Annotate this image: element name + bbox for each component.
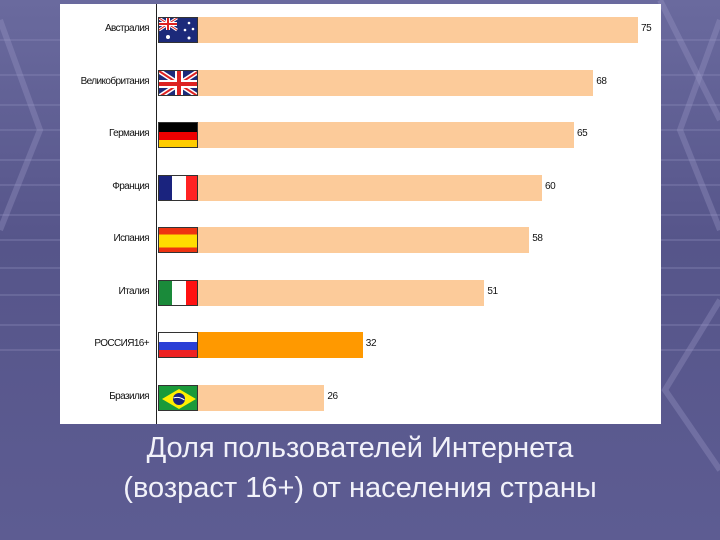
france-flag-icon [158, 174, 198, 201]
italy-flag-icon [158, 279, 198, 306]
value-label: 51 [487, 285, 498, 297]
value-label: 60 [545, 180, 556, 192]
russia-flag-icon [158, 332, 198, 358]
y-axis-line [156, 4, 157, 424]
bar [158, 279, 485, 306]
category-label: Великобритания [80, 75, 150, 87]
spain-flag-icon [158, 227, 198, 253]
value-label: 58 [532, 233, 543, 244]
bar-row: РОССИЯ16+ 32 [60, 332, 661, 358]
title-line-2: (возраст 16+) от населения страны [123, 472, 597, 504]
title-line-1: Доля пользователей Интернета [146, 432, 574, 464]
value-label: 68 [596, 75, 607, 87]
value-label: 65 [577, 128, 588, 139]
bar [158, 227, 530, 253]
chart-panel: Австралия 75 Великобритания 68 Германия 65 Фра… [60, 4, 661, 424]
category-label: Германия [108, 128, 150, 139]
value-label: 26 [327, 390, 338, 402]
bar-row: Испания 58 [60, 227, 661, 253]
bar [158, 174, 542, 201]
bar-row: Бразилия 26 [60, 384, 661, 411]
australia-flag-icon [158, 17, 198, 43]
bar-row: Австралия 75 [60, 17, 661, 43]
category-label: Бразилия [109, 390, 149, 402]
category-label: Италия [118, 285, 150, 297]
bar [158, 69, 594, 96]
category-label: Франция [112, 180, 149, 192]
bar [158, 17, 638, 43]
slide-title: Доля пользователей Интернета (возраст 16… [0, 428, 720, 508]
uk-flag-icon [158, 69, 198, 96]
bar-row: Германия 65 [60, 122, 661, 148]
value-label: 32 [365, 338, 377, 349]
bar-row: Италия 51 [60, 279, 661, 306]
bar-row: Франция 60 [60, 174, 661, 201]
category-label: Испания [113, 233, 150, 244]
value-label: 75 [641, 23, 652, 34]
category-label: Австралия [104, 23, 150, 34]
germany-flag-icon [158, 122, 198, 148]
category-label: РОССИЯ16+ [94, 338, 149, 349]
bar-row: Великобритания 68 [60, 69, 661, 96]
brazil-flag-icon [158, 384, 198, 411]
bar [158, 122, 574, 148]
